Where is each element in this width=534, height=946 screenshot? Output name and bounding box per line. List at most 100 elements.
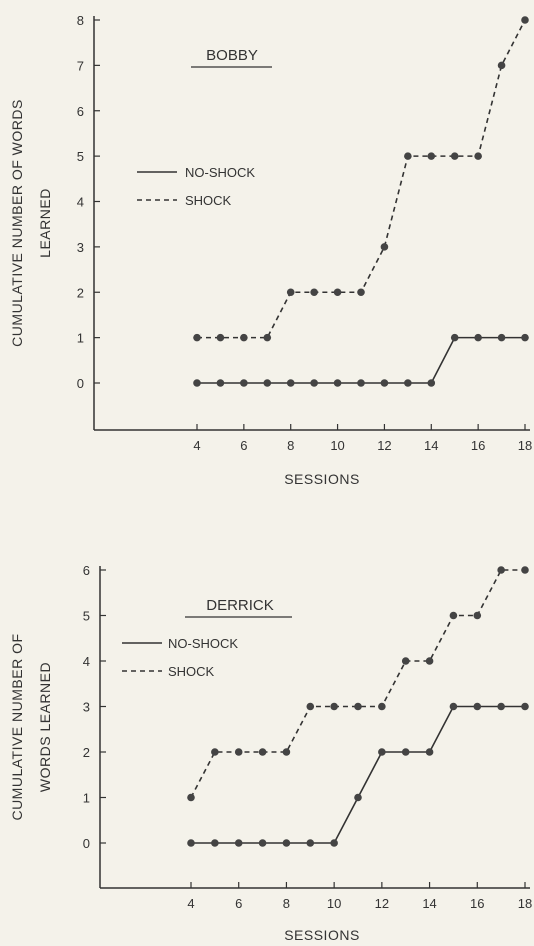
data-point <box>521 566 529 574</box>
x-tick-label: 10 <box>327 896 341 911</box>
legend-label: SHOCK <box>168 664 215 679</box>
data-point <box>497 566 505 574</box>
y-tick-label: 3 <box>77 240 84 255</box>
data-point <box>354 793 362 802</box>
y-tick-label: 1 <box>77 331 84 346</box>
series-line-no-shock <box>191 705 525 844</box>
data-point <box>401 748 410 756</box>
data-point <box>234 748 243 756</box>
x-tick-label: 6 <box>235 896 242 911</box>
data-point <box>473 702 482 711</box>
y-tick-label: 4 <box>83 654 90 669</box>
data-point <box>357 288 365 297</box>
chart-title: BOBBY <box>206 47 258 64</box>
y-tick-label: 0 <box>83 836 90 851</box>
y-tick-label: 1 <box>83 791 90 806</box>
data-point <box>234 839 243 847</box>
x-tick-label: 8 <box>283 896 290 911</box>
data-point <box>521 702 529 711</box>
data-point <box>333 288 342 297</box>
data-point <box>354 702 362 711</box>
data-point <box>286 288 295 297</box>
x-axis-label: SESSIONS <box>284 471 360 487</box>
data-point <box>187 793 195 802</box>
data-point <box>310 288 318 297</box>
data-point <box>404 379 412 387</box>
data-point <box>425 748 434 756</box>
data-point <box>450 333 459 342</box>
y-tick-label: 8 <box>77 13 84 28</box>
legend-label: SHOCK <box>185 193 232 208</box>
data-point <box>263 379 272 387</box>
x-tick-label: 16 <box>471 438 485 453</box>
data-point <box>425 657 434 665</box>
y-tick-label: 4 <box>77 195 84 210</box>
x-tick-label: 14 <box>424 438 438 453</box>
y-tick-label: 0 <box>77 376 84 391</box>
x-tick-label: 8 <box>287 438 294 453</box>
data-point <box>449 702 458 711</box>
data-point <box>497 333 506 342</box>
x-tick-label: 18 <box>518 438 532 453</box>
data-point <box>211 748 219 756</box>
legend-label: NO-SHOCK <box>185 165 255 180</box>
data-point <box>306 702 315 711</box>
data-point <box>474 152 482 160</box>
data-point <box>427 152 436 160</box>
legend-label: NO-SHOCK <box>168 636 238 651</box>
x-tick-label: 6 <box>240 438 247 453</box>
x-tick-label: 16 <box>470 896 484 911</box>
data-point <box>378 748 386 756</box>
data-point <box>497 702 505 711</box>
data-point <box>282 839 291 847</box>
data-point <box>263 333 272 342</box>
data-point <box>404 152 412 160</box>
x-tick-label: 4 <box>193 438 200 453</box>
data-point <box>211 839 219 847</box>
data-point <box>282 748 291 756</box>
x-tick-label: 10 <box>330 438 344 453</box>
data-point <box>378 702 386 711</box>
x-tick-label: 14 <box>422 896 436 911</box>
data-point <box>216 379 225 387</box>
data-point <box>380 243 389 251</box>
data-point <box>216 333 225 342</box>
data-point <box>333 379 342 387</box>
data-point <box>473 611 482 620</box>
data-point <box>380 379 389 387</box>
data-point <box>310 379 318 387</box>
data-point <box>187 839 195 847</box>
data-point <box>240 333 248 342</box>
series-line-shock <box>190 569 525 798</box>
y-tick-label: 2 <box>83 745 90 760</box>
y-axis-label: CUMULATIVE NUMBER OF WORDS LEARNED <box>9 633 53 820</box>
data-point <box>474 333 482 342</box>
x-tick-label: 12 <box>375 896 389 911</box>
data-point <box>258 748 267 756</box>
data-point <box>449 611 458 620</box>
y-tick-label: 5 <box>77 149 84 164</box>
data-point <box>521 333 529 342</box>
y-axis-label: CUMULATIVE NUMBER OF WORDS LEARNED <box>9 99 53 347</box>
data-point <box>193 379 201 387</box>
data-point <box>286 379 295 387</box>
data-point <box>240 379 248 387</box>
data-point <box>330 702 338 711</box>
y-tick-label: 3 <box>83 700 90 715</box>
data-point <box>193 333 201 342</box>
data-point <box>521 16 529 24</box>
data-point <box>497 61 506 70</box>
data-point <box>306 839 315 847</box>
chart-title: DERRICK <box>206 597 274 614</box>
x-tick-label: 18 <box>518 896 532 911</box>
x-tick-label: 4 <box>187 896 194 911</box>
y-tick-label: 7 <box>77 58 84 73</box>
data-point <box>427 379 436 387</box>
data-point <box>401 657 410 665</box>
data-point <box>258 839 267 847</box>
data-point <box>357 379 365 387</box>
y-tick-label: 2 <box>77 285 84 300</box>
